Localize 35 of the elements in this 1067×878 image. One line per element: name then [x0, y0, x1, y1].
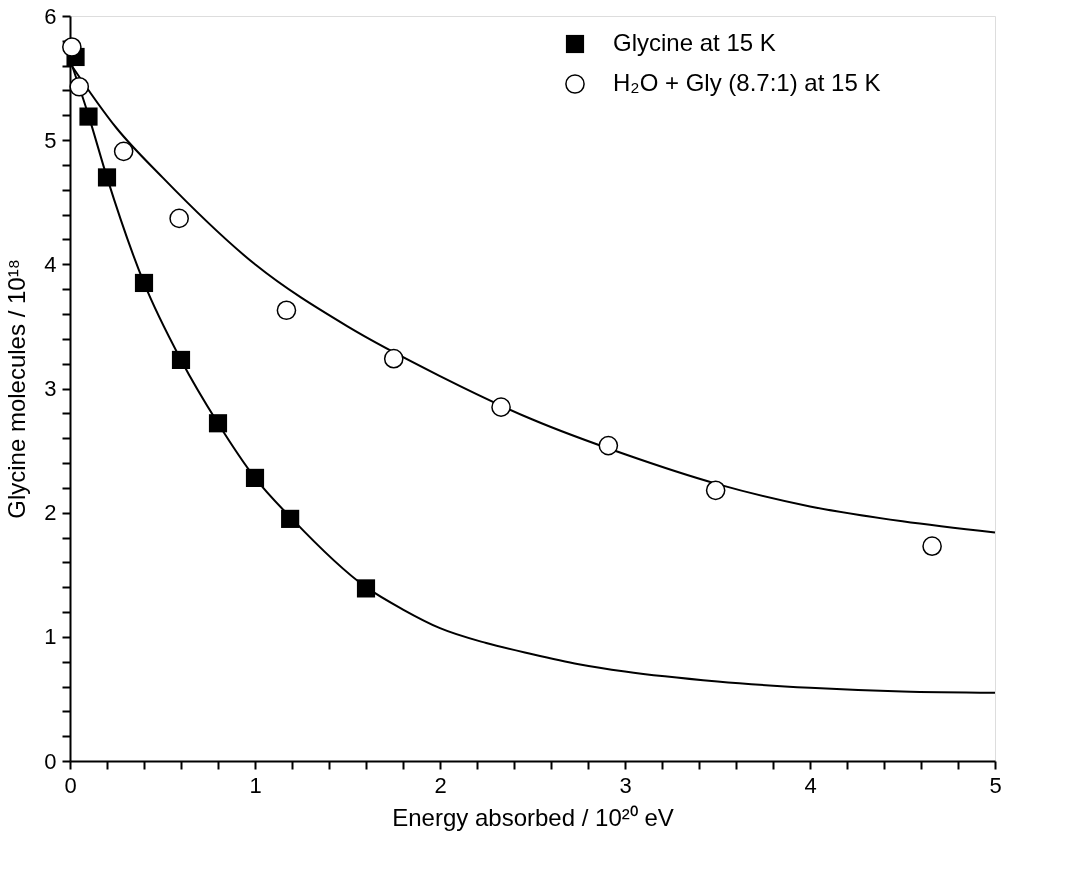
point: [245, 468, 265, 487]
y-tick-label: 0: [44, 748, 57, 774]
y-tick-label: 4: [44, 251, 57, 277]
point: [281, 509, 300, 528]
point: [491, 397, 511, 417]
point: [97, 168, 117, 187]
x-tick-label: 0: [64, 772, 77, 798]
point: [705, 480, 726, 501]
point: [356, 579, 376, 598]
y-axis-title: Glycine molecules / 10¹⁸: [3, 259, 31, 519]
y-tick-label: 5: [44, 127, 57, 153]
x-tick-label: 4: [804, 772, 817, 798]
point: [276, 300, 297, 321]
point: [598, 435, 619, 456]
y-tick-label: 6: [44, 3, 57, 29]
point: [69, 76, 90, 97]
x-tick-label: 1: [249, 772, 262, 798]
x-axis-title: Energy absorbed / 10²⁰ eV: [392, 803, 674, 831]
point: [169, 208, 189, 229]
point: [113, 141, 134, 162]
point: [208, 414, 228, 433]
y-tick-label: 3: [44, 376, 57, 401]
legend-label: Glycine at 15 K: [613, 29, 776, 56]
point: [922, 536, 942, 557]
point: [79, 107, 98, 126]
point: [383, 348, 404, 369]
y-tick-label: 1: [44, 624, 57, 650]
x-tick-label: 3: [619, 772, 632, 798]
point: [171, 350, 191, 370]
legend-label: H₂O + Gly (8.7:1) at 15 K: [613, 69, 881, 96]
point: [134, 273, 154, 293]
x-tick-label: 5: [989, 772, 1002, 798]
x-tick-label: 2: [434, 772, 447, 798]
y-tick-label: 2: [44, 500, 57, 526]
point: [62, 37, 82, 57]
